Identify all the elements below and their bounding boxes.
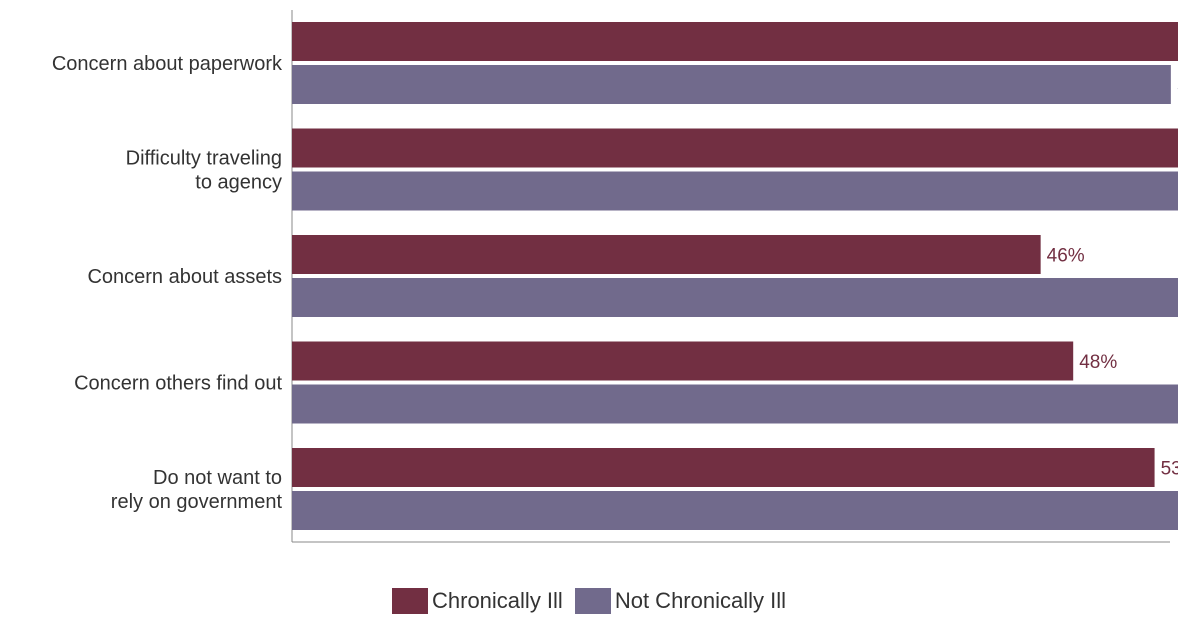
- category-label: Concern about paperwork: [52, 53, 283, 75]
- bar: [292, 171, 1178, 211]
- category-label: Do not want to rely on government: [111, 467, 283, 513]
- legend-item-chronically-ill: Chronically Ill: [392, 588, 563, 614]
- legend-label-chronically-ill: Chronically Ill: [432, 588, 563, 613]
- category-label-line: Do not want to: [153, 467, 282, 489]
- data-label: 54%: [1177, 76, 1178, 97]
- category-label-line: Concern others find out: [74, 373, 282, 395]
- legend-swatch-chronically-ill: [392, 588, 428, 614]
- category-label: Concern about assets: [87, 266, 282, 288]
- bar: [292, 384, 1178, 424]
- category-label-line: Difficulty traveling: [126, 148, 282, 170]
- data-label: 53%: [1161, 459, 1178, 480]
- data-label: 48%: [1079, 352, 1117, 373]
- category-label-line: Concern about assets: [87, 266, 282, 288]
- bar: [292, 448, 1155, 487]
- bar: [292, 235, 1041, 274]
- bar: [292, 491, 1178, 530]
- value-labels: 58%54%62%63%46%57%48%57%53%64%: [1047, 76, 1178, 480]
- legend-item-not-chronically-ill: Not Chronically Ill: [574, 588, 786, 614]
- bar: [292, 128, 1178, 168]
- category-label-line: rely on government: [111, 491, 283, 513]
- bar: [292, 341, 1074, 381]
- category-label: Difficulty traveling to agency: [126, 148, 282, 194]
- category-label-line: Concern about paperwork: [52, 53, 283, 75]
- legend: Chronically Ill Not Chronically Ill: [0, 588, 1178, 614]
- legend-swatch-not-chronically-ill: [574, 588, 611, 614]
- data-label: 46%: [1047, 246, 1085, 267]
- category-labels: Concern about paperwork Difficulty travel…: [52, 53, 283, 513]
- category-label: Concern others find out: [74, 373, 282, 395]
- legend-label-not-chronically-ill: Not Chronically Ill: [614, 588, 786, 613]
- bar-chart: Concern about paperwork Difficulty travel…: [52, 10, 1178, 543]
- bar: [292, 278, 1178, 317]
- bar: [292, 22, 1178, 61]
- category-label-line: to agency: [195, 172, 282, 194]
- bar: [292, 65, 1171, 104]
- bars: [292, 22, 1178, 530]
